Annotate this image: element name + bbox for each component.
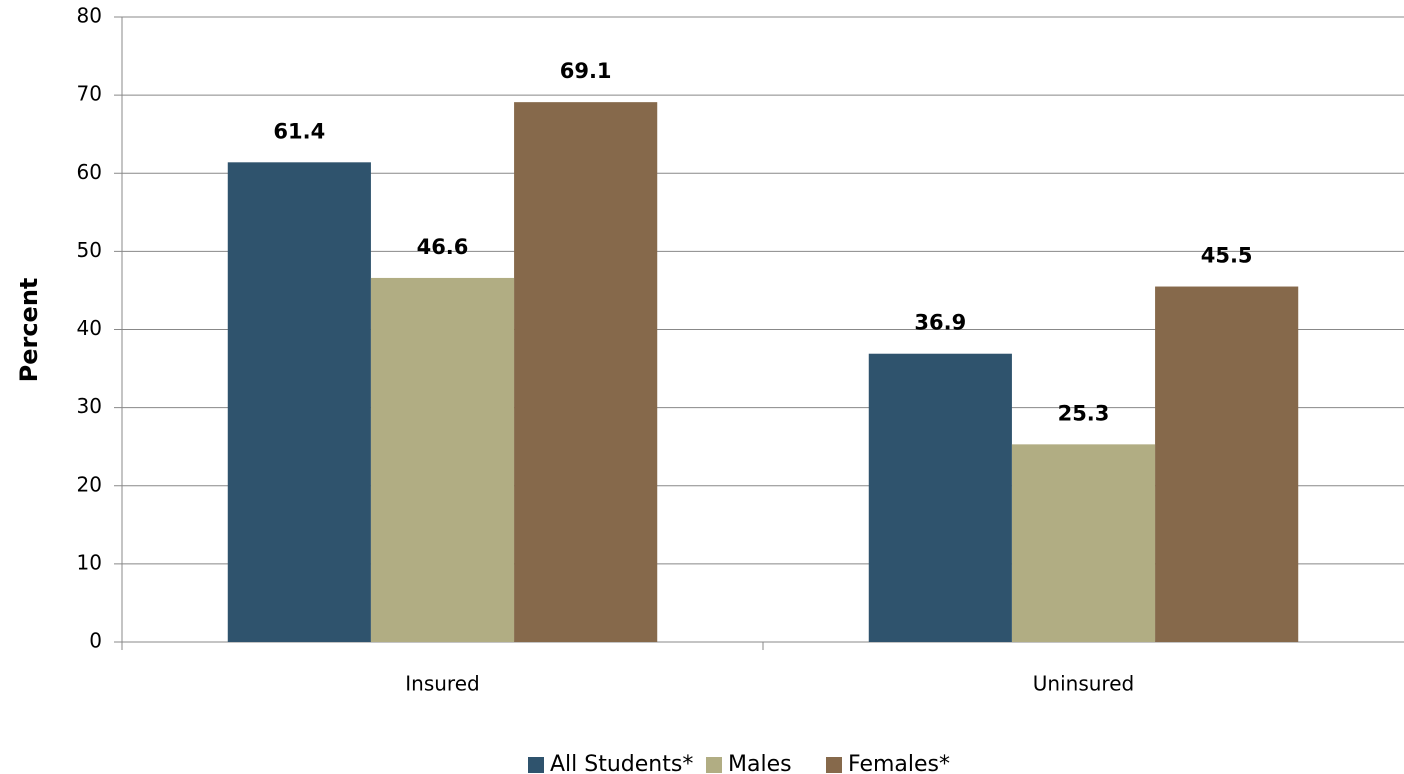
y-tick-label: 50 bbox=[77, 238, 102, 262]
value-label: 25.3 bbox=[1058, 401, 1110, 425]
x-tick-label: Uninsured bbox=[1033, 672, 1134, 696]
x-tick-label: Insured bbox=[405, 672, 479, 696]
bar bbox=[370, 277, 515, 642]
bar bbox=[868, 353, 1012, 642]
y-tick-label: 40 bbox=[77, 316, 102, 340]
value-label: 46.6 bbox=[417, 235, 469, 259]
y-tick-label: 20 bbox=[77, 472, 102, 496]
y-axis-label: Percent bbox=[15, 278, 43, 383]
value-label: 61.4 bbox=[273, 119, 325, 143]
y-tick-label: 10 bbox=[77, 550, 102, 574]
bar bbox=[514, 102, 658, 642]
y-tick-label: 70 bbox=[77, 82, 102, 106]
bar bbox=[1155, 286, 1299, 642]
value-label: 45.5 bbox=[1201, 244, 1253, 268]
value-label: 36.9 bbox=[914, 311, 966, 335]
y-tick-label: 30 bbox=[77, 394, 102, 418]
bar bbox=[227, 162, 371, 642]
legend-label: Females* bbox=[848, 752, 950, 774]
bar bbox=[1011, 444, 1156, 642]
y-tick-label: 60 bbox=[77, 160, 102, 184]
legend-label: All Students* bbox=[550, 752, 693, 774]
legend-swatch bbox=[826, 757, 842, 773]
y-tick-label: 0 bbox=[89, 629, 102, 653]
legend-swatch bbox=[706, 757, 722, 773]
legend-swatch bbox=[528, 757, 544, 773]
value-label: 69.1 bbox=[560, 59, 612, 83]
y-tick-label: 80 bbox=[77, 4, 102, 28]
legend-label: Males bbox=[728, 752, 792, 774]
